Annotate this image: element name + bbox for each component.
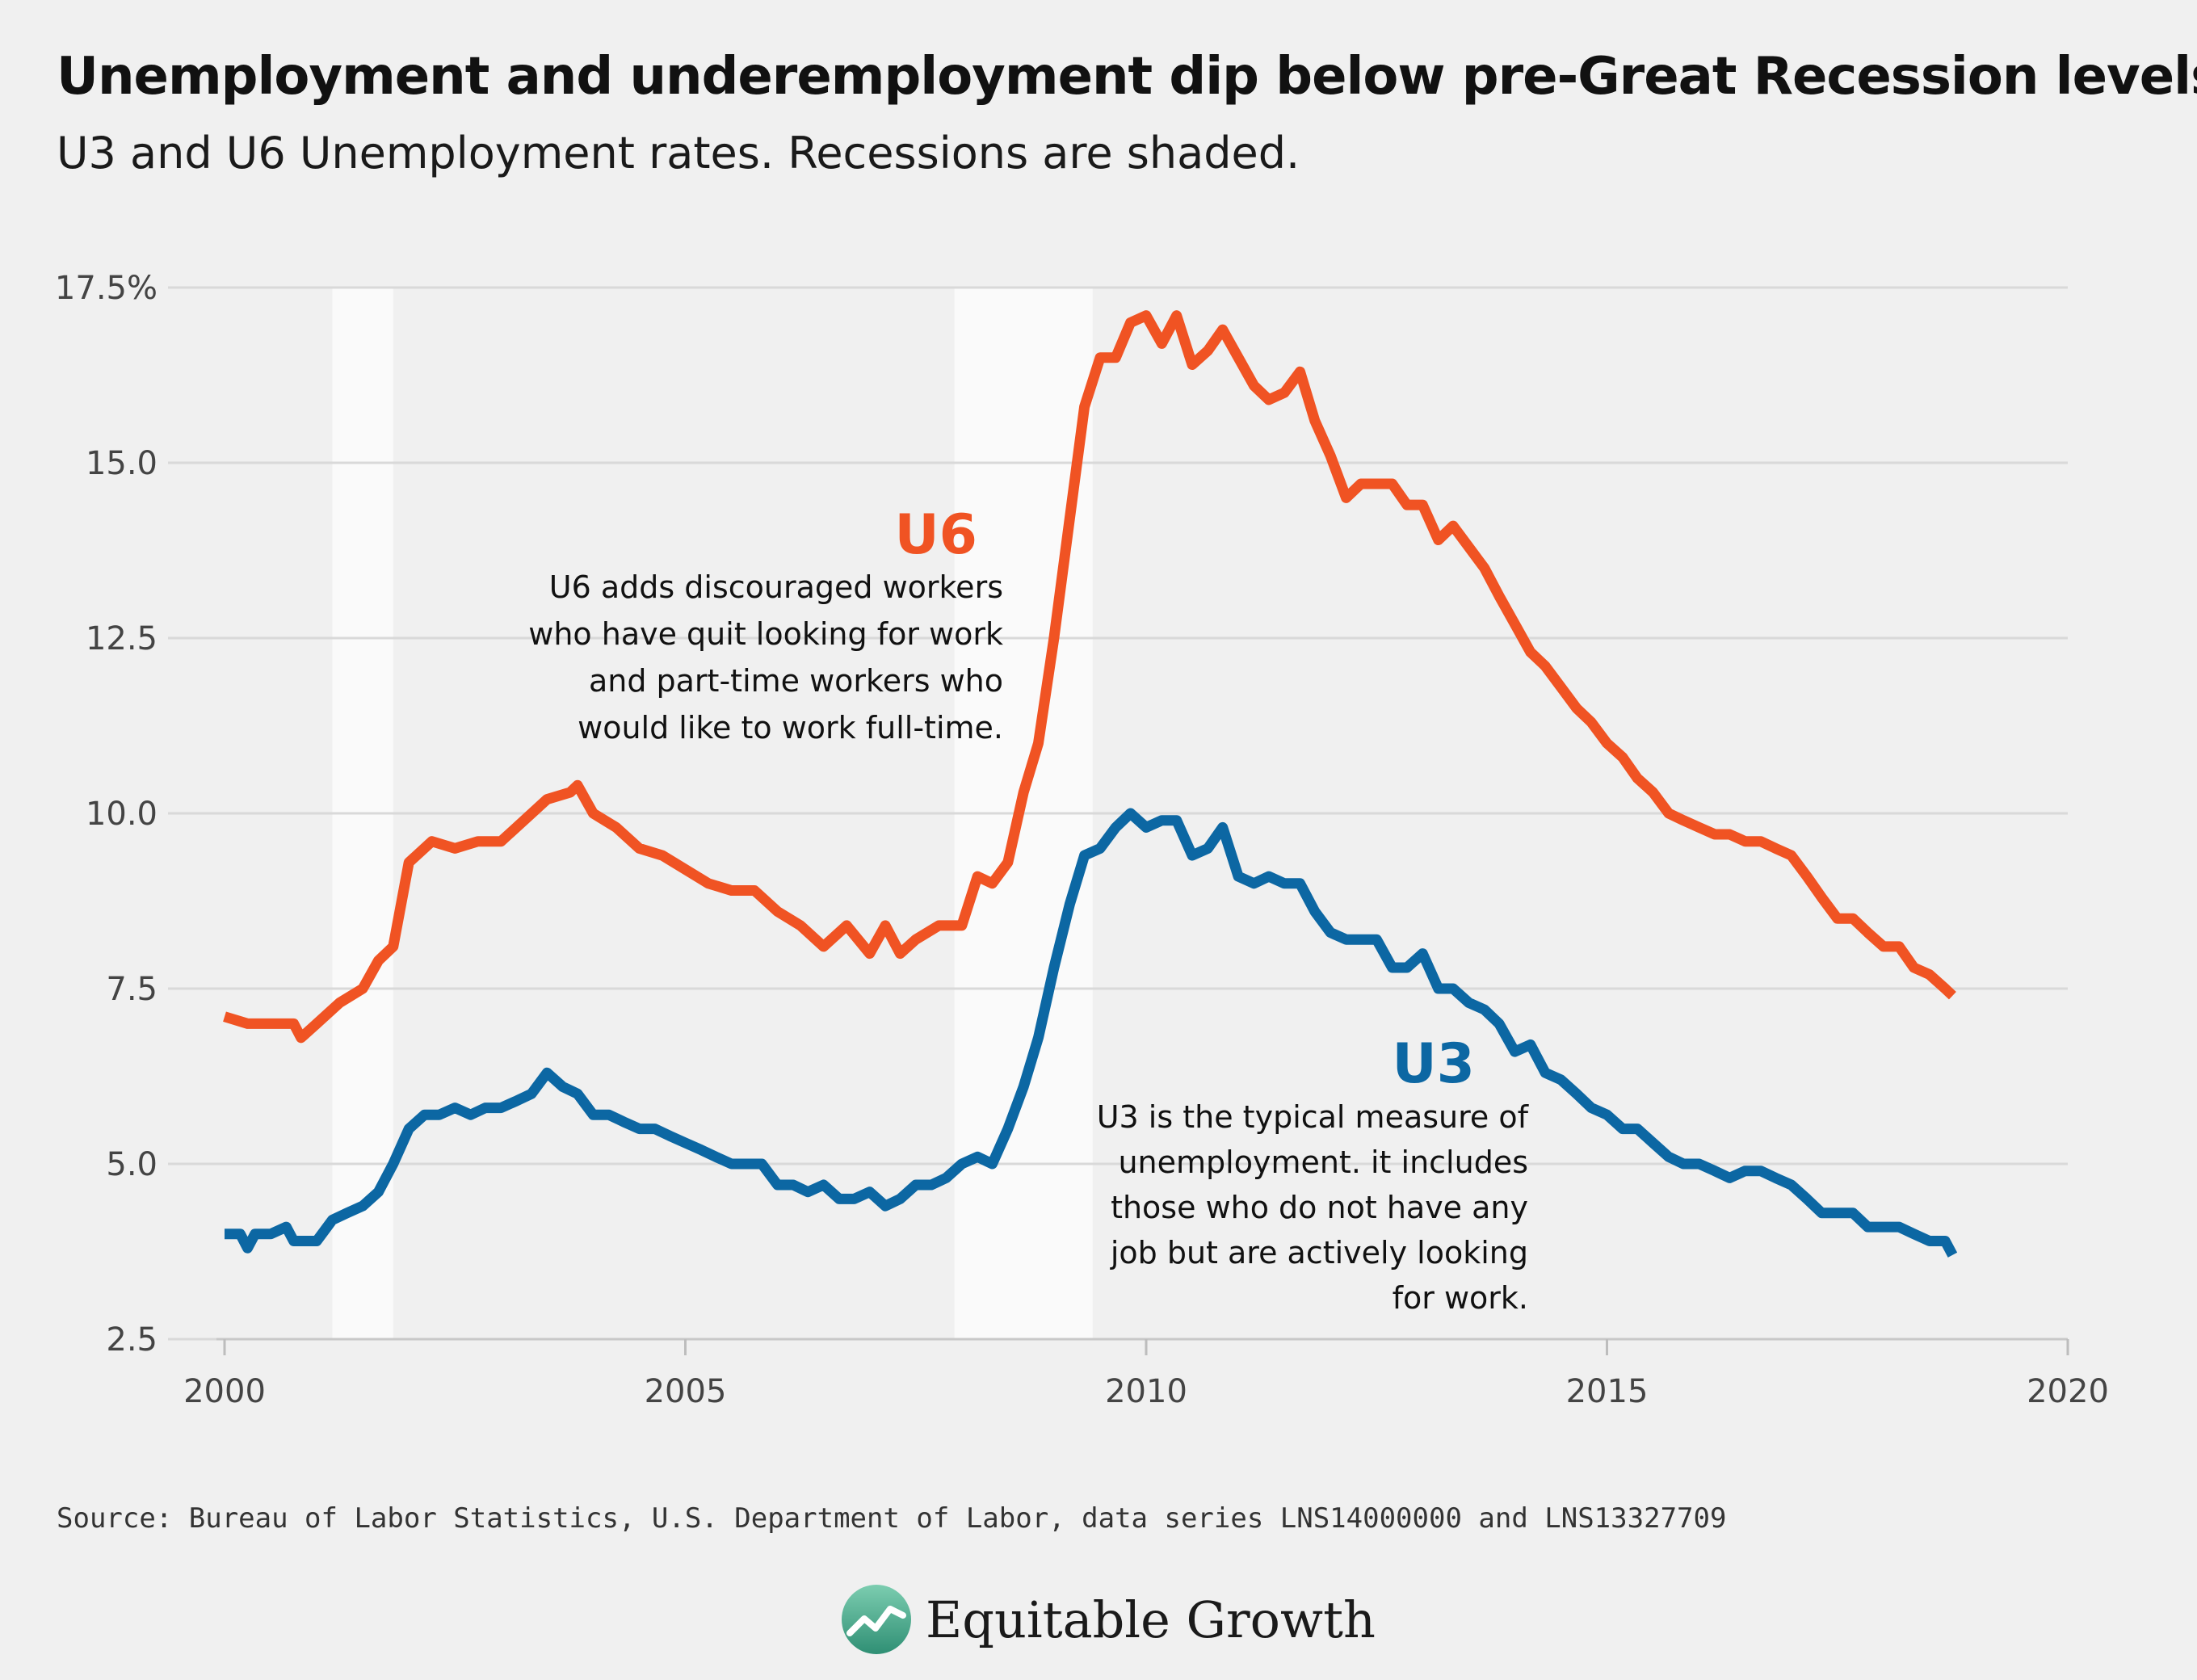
u6-note-line: would like to work full-time. bbox=[578, 710, 1003, 746]
x-tick-label: 2000 bbox=[183, 1373, 266, 1410]
u3-note-line: unemployment. it includes bbox=[1118, 1144, 1528, 1180]
u3-annotation: U3 U3 is the typical measure of unemploy… bbox=[1097, 1032, 1530, 1316]
series-lines bbox=[223, 310, 1958, 1258]
brand-name: Equitable Growth bbox=[926, 1590, 1376, 1649]
y-axis-ticks: 2.5 5.0 7.5 10.0 12.5 15.0 17.5% bbox=[55, 270, 158, 1359]
u3-series-line bbox=[225, 808, 1958, 1258]
u3-series-label: U3 bbox=[1392, 1032, 1475, 1096]
u6-note-line: and part-time workers who bbox=[589, 663, 1003, 699]
y-tick-label: 17.5% bbox=[55, 270, 158, 307]
x-tick-label: 2005 bbox=[645, 1373, 727, 1410]
growth-chart-logo-icon bbox=[842, 1585, 911, 1654]
u6-annotation: U6 U6 adds discouraged workers who have … bbox=[528, 503, 1003, 746]
u3-note-line: those who do not have any bbox=[1111, 1190, 1528, 1225]
u6-note-line: who have quit looking for work bbox=[528, 616, 1003, 652]
x-tick-label: 2015 bbox=[1566, 1373, 1649, 1410]
x-tick-label: 2010 bbox=[1105, 1373, 1187, 1410]
u6-series-label: U6 bbox=[894, 503, 977, 567]
y-tick-label: 7.5 bbox=[106, 971, 158, 1008]
chart-title: Unemployment and underemployment dip bel… bbox=[57, 47, 2197, 107]
x-tick-label: 2020 bbox=[2027, 1373, 2109, 1410]
u6-note-line: U6 adds discouraged workers bbox=[549, 569, 1003, 605]
y-tick-label: 2.5 bbox=[106, 1321, 158, 1359]
u6-series-line bbox=[223, 310, 1956, 1044]
x-axis-ticks: 2000 2005 2010 2015 2020 bbox=[183, 1338, 2109, 1410]
y-tick-label: 10.0 bbox=[86, 796, 158, 833]
y-tick-label: 12.5 bbox=[86, 620, 158, 657]
chart-subtitle: U3 and U6 Unemployment rates. Recessions… bbox=[57, 128, 1300, 178]
y-tick-label: 5.0 bbox=[106, 1146, 158, 1183]
brand-logo: Equitable Growth bbox=[840, 1583, 1376, 1656]
source-note: Source: Bureau of Labor Statistics, U.S.… bbox=[57, 1502, 1727, 1535]
u3-note-line: U3 is the typical measure of bbox=[1097, 1099, 1530, 1135]
u3-note-line: for work. bbox=[1393, 1280, 1528, 1316]
y-tick-label: 15.0 bbox=[86, 445, 158, 482]
u3-note-line: job but are actively looking bbox=[1110, 1235, 1528, 1270]
